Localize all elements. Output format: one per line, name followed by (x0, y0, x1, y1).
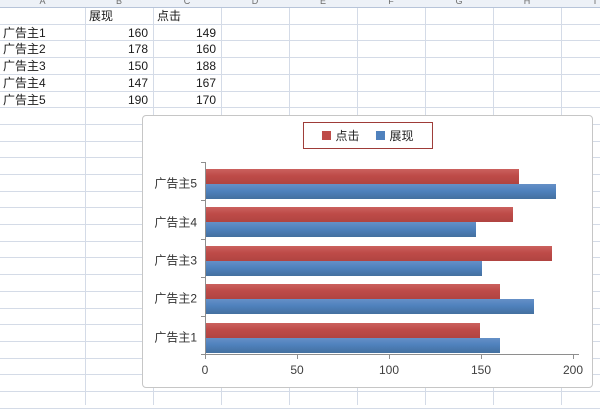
bar-zhanxian[interactable] (206, 222, 477, 238)
gridline-horizontal (0, 74, 600, 75)
x-axis-line (205, 354, 579, 355)
x-axis-tick (389, 354, 390, 359)
gridline-horizontal (0, 57, 600, 58)
row-label[interactable]: 广告主4 (3, 75, 46, 90)
table-value[interactable]: 178 (127, 42, 148, 57)
column-letter[interactable]: B (115, 0, 123, 6)
column-header-strip: A B C D E F G H I (0, 0, 600, 8)
bar-zhanxian[interactable] (206, 337, 501, 353)
category-label: 广告主3 (154, 253, 197, 268)
table-value[interactable]: 190 (127, 92, 148, 107)
legend-item[interactable]: 点击 (321, 127, 360, 144)
category-label: 广告主1 (154, 330, 197, 345)
legend-swatch-icon (375, 131, 385, 140)
x-axis-tick-label: 0 (201, 363, 209, 377)
category-label: 广告主4 (154, 215, 197, 230)
table-value[interactable]: 170 (195, 92, 216, 107)
bar-dianji[interactable] (206, 245, 552, 261)
column-letter[interactable]: D (251, 0, 259, 6)
gridline-vertical (85, 7, 86, 405)
legend-series-label: 展现 (389, 129, 414, 143)
table-value[interactable]: 147 (127, 75, 148, 90)
table-value[interactable]: 160 (127, 25, 148, 40)
bar-dianji[interactable] (206, 169, 519, 184)
table-value[interactable]: 149 (195, 25, 216, 40)
bar-zhanxian[interactable] (206, 299, 534, 315)
bar-dianji[interactable] (206, 207, 514, 223)
row-label[interactable]: 广告主3 (3, 59, 46, 74)
x-axis-tick (573, 354, 574, 359)
y-axis-tick (201, 315, 205, 317)
x-axis-tick (297, 354, 298, 359)
x-axis-tick-label: 100 (378, 363, 400, 377)
row-label[interactable]: 广告主2 (3, 42, 46, 57)
chart-legend[interactable]: 点击 展现 (302, 122, 433, 149)
column-letter[interactable]: E (319, 0, 327, 6)
gridline-horizontal (0, 391, 600, 392)
bar-dianji[interactable] (206, 322, 481, 338)
column-letter[interactable]: F (388, 0, 394, 6)
x-axis-tick (481, 354, 482, 359)
y-axis-tick (201, 200, 205, 202)
row-label[interactable]: 广告主5 (3, 92, 46, 107)
chart-panel[interactable]: 点击 展现 0 50 100 150 200 广告主5 广告主4 广告主3 广告主2 广告主1 (142, 115, 593, 388)
column-letter[interactable]: I (593, 0, 597, 6)
gridline-horizontal (0, 40, 600, 41)
y-axis-tick (201, 238, 205, 240)
x-axis-tick (205, 354, 206, 359)
gridline-horizontal (0, 24, 600, 25)
column-letter[interactable]: G (455, 0, 463, 6)
y-axis-tick (201, 354, 205, 355)
category-label: 广告主5 (154, 176, 197, 191)
table-value[interactable]: 188 (195, 59, 216, 74)
legend-series-label: 点击 (335, 129, 360, 143)
y-axis-tick (201, 277, 205, 279)
table-column-header[interactable]: 展现 (89, 9, 114, 23)
legend-swatch-icon (321, 131, 331, 140)
gridline-horizontal (0, 107, 600, 108)
table-column-header[interactable]: 点击 (157, 9, 182, 23)
table-value[interactable]: 150 (127, 59, 148, 74)
bar-zhanxian[interactable] (206, 260, 482, 276)
y-axis-line (205, 162, 206, 354)
column-letter[interactable]: H (523, 0, 531, 6)
bar-zhanxian[interactable] (206, 184, 556, 199)
x-axis-tick-label: 50 (290, 363, 304, 377)
column-letter[interactable]: C (183, 0, 191, 6)
category-label: 广告主2 (154, 291, 197, 306)
legend-item[interactable]: 展现 (375, 127, 414, 144)
column-letter[interactable]: A (39, 0, 46, 6)
row-label[interactable]: 广告主1 (3, 25, 46, 40)
y-axis-tick (201, 162, 205, 163)
bar-dianji[interactable] (206, 284, 501, 300)
table-value[interactable]: 160 (195, 42, 216, 57)
table-value[interactable]: 167 (195, 75, 216, 90)
x-axis-tick-label: 200 (562, 363, 584, 377)
gridline-horizontal (0, 91, 600, 92)
x-axis-tick-label: 150 (470, 363, 492, 377)
